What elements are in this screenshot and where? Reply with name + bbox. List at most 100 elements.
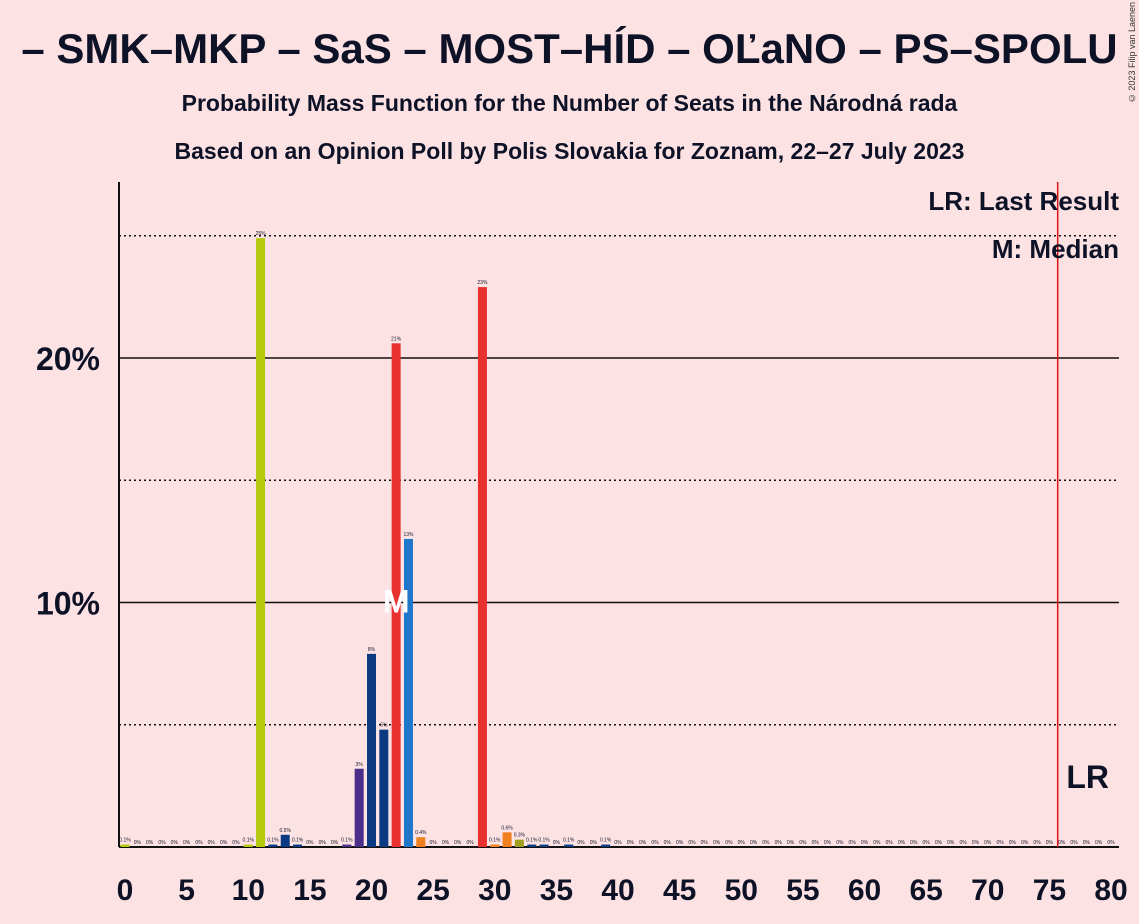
bar-data-label: 0% <box>996 840 1004 846</box>
bar-data-label: 0% <box>849 840 857 846</box>
bar-data-label: 0% <box>713 840 721 846</box>
bar-data-label: 0% <box>701 840 709 846</box>
bar-data-label: 0% <box>959 840 967 846</box>
bar <box>502 832 512 847</box>
bar-data-label: 0% <box>1107 840 1115 846</box>
bar-data-label: 3% <box>356 762 364 768</box>
bar-data-label: 0% <box>553 840 561 846</box>
bar-data-label: 0% <box>208 840 216 846</box>
bar <box>391 343 401 847</box>
y-tick-label: 10% <box>36 586 100 622</box>
bar-data-label: 0% <box>158 840 166 846</box>
bar <box>527 844 537 847</box>
bar-data-label: 0% <box>1083 840 1091 846</box>
bar-data-label: 0% <box>787 840 795 846</box>
bar <box>539 844 549 847</box>
x-tick-label: 35 <box>540 874 573 907</box>
y-tick-label: 20% <box>36 341 100 377</box>
bar-data-label: 0% <box>639 840 647 846</box>
x-tick-label: 40 <box>601 874 634 907</box>
median-marker: M <box>383 584 410 620</box>
bar-data-label: 0% <box>134 840 142 846</box>
bar-data-label: 21% <box>391 336 402 342</box>
bar-data-label: 0% <box>146 840 154 846</box>
legend-median: M: Median <box>992 234 1119 264</box>
bar-data-label: 0% <box>775 840 783 846</box>
bar-data-label: 0% <box>812 840 820 846</box>
bar <box>416 837 426 847</box>
bar-data-label: 0% <box>923 840 931 846</box>
bar-data-label: 0% <box>590 840 598 846</box>
bar-data-label: 0% <box>738 840 746 846</box>
x-tick-label: 10 <box>232 874 265 907</box>
bar-data-label: 0% <box>984 840 992 846</box>
bar-data-label: 0% <box>454 840 462 846</box>
x-tick-label: 20 <box>355 874 388 907</box>
x-tick-label: 55 <box>786 874 819 907</box>
x-tick-label: 80 <box>1094 874 1127 907</box>
x-tick-label: 5 <box>178 874 195 907</box>
bar-data-label: 0.1% <box>563 838 575 844</box>
bar-data-label: 0% <box>183 840 191 846</box>
bar-data-label: 0% <box>430 840 438 846</box>
bar-data-label: 0% <box>947 840 955 846</box>
bar-data-label: 0.1% <box>243 838 255 844</box>
bar <box>601 844 611 847</box>
bar-data-label: 0% <box>1009 840 1017 846</box>
x-tick-label: 45 <box>663 874 696 907</box>
chart-title: – SMK–MKP – SaS – MOST–HÍD – OĽaNO – PS–… <box>21 25 1118 72</box>
bar-data-label: 0% <box>614 840 622 846</box>
bar-data-label: 0.1% <box>526 838 538 844</box>
x-tick-label: 15 <box>293 874 326 907</box>
bar <box>564 844 574 847</box>
bar-data-label: 0.3% <box>514 833 526 839</box>
bar <box>477 287 487 848</box>
bar-data-label: 0% <box>935 840 943 846</box>
x-tick-label: 75 <box>1033 874 1066 907</box>
bar-data-label: 0% <box>232 840 240 846</box>
bar-data-label: 0.1% <box>341 838 353 844</box>
x-tick-label: 30 <box>478 874 511 907</box>
bar-data-label: 0% <box>873 840 881 846</box>
bar-data-label: 0% <box>886 840 894 846</box>
bar-data-label: 0.1% <box>600 838 612 844</box>
x-tick-label: 70 <box>971 874 1004 907</box>
bar-data-label: 0.5% <box>280 828 292 834</box>
bar-data-label: 0% <box>799 840 807 846</box>
bar-data-label: 0% <box>910 840 918 846</box>
bar-data-label: 0.4% <box>415 830 427 836</box>
bar <box>243 844 253 847</box>
bar <box>514 839 524 847</box>
legend-last-result: LR: Last Result <box>928 186 1119 216</box>
bar-data-label: 0% <box>676 840 684 846</box>
bar-data-label: 0% <box>898 840 906 846</box>
bar-data-label: 0% <box>319 840 327 846</box>
bar-data-label: 0% <box>1033 840 1041 846</box>
bar-data-label: 8% <box>368 647 376 653</box>
bar <box>490 844 500 847</box>
bar-data-label: 0% <box>220 840 228 846</box>
bar-data-label: 0.6% <box>501 825 513 831</box>
bar-data-label: 0.1% <box>119 838 131 844</box>
bar-data-label: 0% <box>664 840 672 846</box>
bar <box>293 844 303 847</box>
bar-data-label: 0% <box>762 840 770 846</box>
bar-data-label: 0% <box>171 840 179 846</box>
bar-data-label: 0% <box>1058 840 1066 846</box>
bar-data-label: 0% <box>688 840 696 846</box>
bar-data-label: 0% <box>577 840 585 846</box>
bar <box>342 844 352 847</box>
x-tick-label: 25 <box>416 874 449 907</box>
x-tick-label: 0 <box>117 874 134 907</box>
bar-data-label: 0% <box>466 840 474 846</box>
bar <box>379 729 389 847</box>
bar-data-label: 0% <box>1070 840 1078 846</box>
chart-subtitle: Probability Mass Function for the Number… <box>181 90 958 116</box>
bar-data-label: 0% <box>1021 840 1029 846</box>
bar-data-label: 0% <box>725 840 733 846</box>
last-result-marker: LR <box>1066 759 1109 795</box>
x-tick-label: 60 <box>848 874 881 907</box>
bar-data-label: 0% <box>331 840 339 846</box>
bar-data-label: 5% <box>380 723 388 729</box>
